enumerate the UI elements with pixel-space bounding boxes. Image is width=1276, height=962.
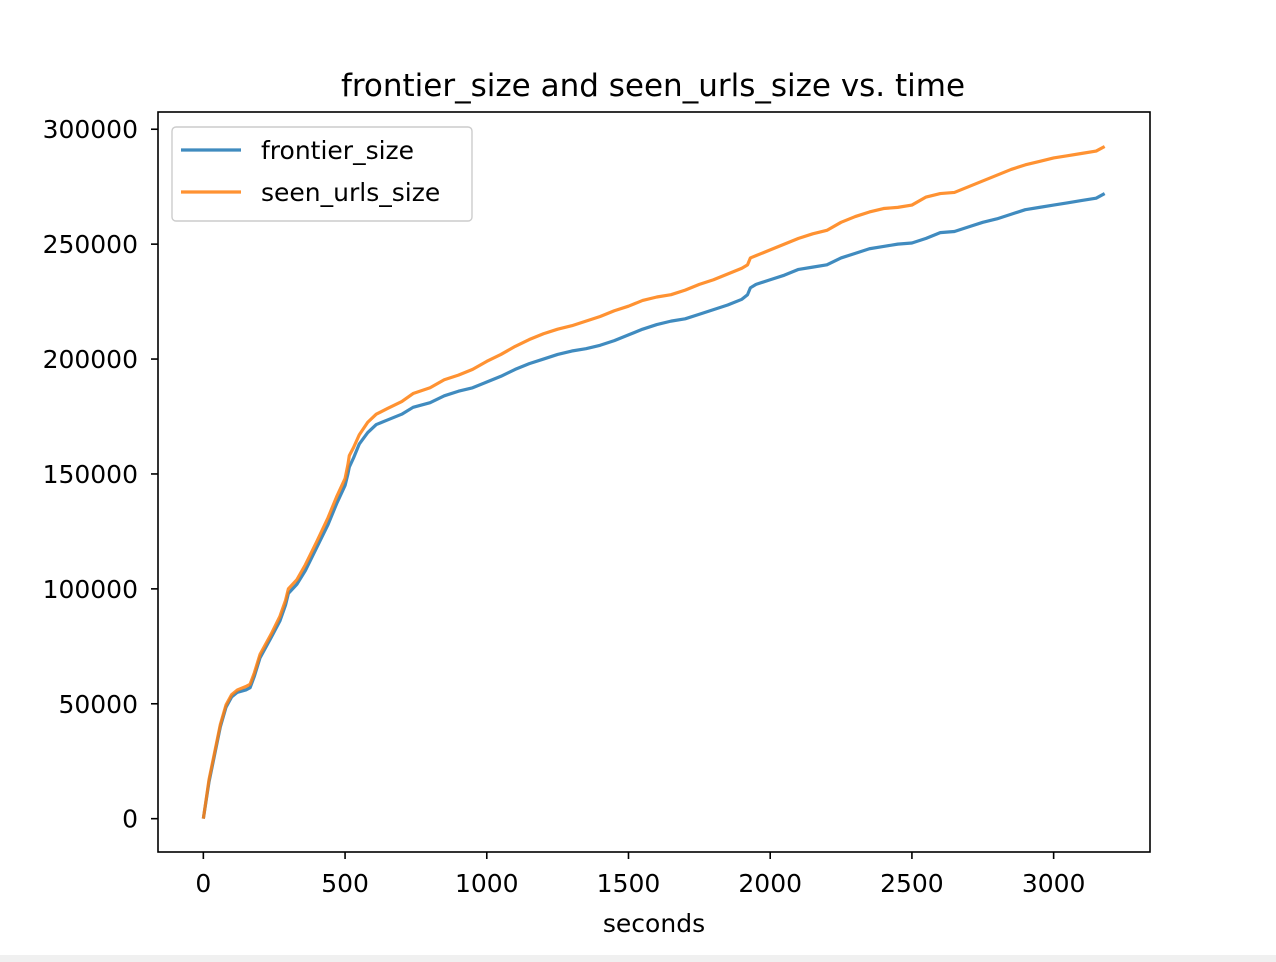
x-tick-label: 1500 — [597, 869, 661, 898]
series-line-frontier-size — [201, 192, 1106, 819]
y-tick-label: 200000 — [43, 345, 138, 374]
x-tick-label: 2000 — [738, 869, 802, 898]
legend-label-frontier-size: frontier_size — [261, 136, 414, 165]
x-tick-label: 500 — [321, 869, 369, 898]
series-line-seen-urls-size — [201, 145, 1106, 819]
y-tick-label: 100000 — [43, 575, 138, 604]
x-tick-label: 3000 — [1022, 869, 1086, 898]
x-tick-label: 0 — [195, 869, 211, 898]
y-tick-label: 250000 — [43, 230, 138, 259]
y-tick-label: 150000 — [43, 460, 138, 489]
y-tick-label: 50000 — [58, 690, 138, 719]
x-tick-label: 2500 — [880, 869, 944, 898]
chart-title: frontier_size and seen_urls_size vs. tim… — [341, 68, 965, 104]
legend-label-seen-urls-size: seen_urls_size — [261, 178, 440, 207]
window-bottom-strip — [0, 955, 1276, 962]
legend: frontier_size seen_urls_size — [171, 126, 473, 222]
plot-area-frame — [157, 111, 1151, 853]
x-axis-label: seconds — [603, 909, 705, 938]
legend-box — [171, 126, 473, 222]
x-tick-label: 1000 — [455, 869, 519, 898]
y-tick-label: 0 — [122, 805, 138, 834]
y-tick-label: 300000 — [43, 115, 138, 144]
